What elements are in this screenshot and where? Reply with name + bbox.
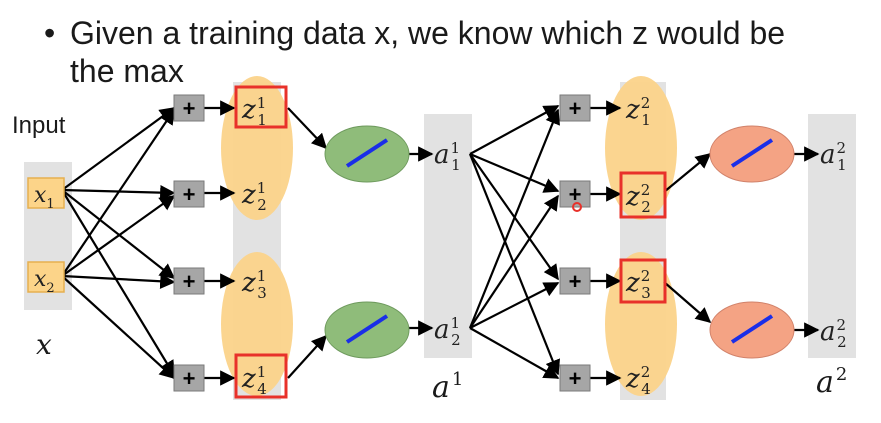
z-label: z2 4	[625, 363, 651, 398]
group-ellipse-l2-top	[605, 76, 677, 220]
layer1-output-labels: a1 1 a1 2	[434, 139, 461, 349]
linear-function-icon	[345, 138, 389, 168]
max-highlight-box	[234, 85, 288, 129]
sum-node: +	[559, 94, 591, 122]
a-label: a1 1	[434, 139, 461, 174]
a-label: a1 2	[434, 314, 461, 349]
layer2-plus-to-z-arrows	[590, 100, 622, 386]
max-highlight-box	[619, 171, 667, 219]
sum-node: +	[559, 180, 591, 212]
x-vector-label: x	[36, 328, 52, 361]
z-label: z2 2	[625, 181, 651, 216]
bullet-text-line2: the max	[70, 53, 184, 89]
layer1-activations	[324, 125, 410, 359]
sum-node: +	[559, 364, 591, 392]
linear-function-icon	[730, 138, 774, 168]
linear-activation-node	[324, 125, 410, 183]
plus-icon: +	[569, 269, 582, 294]
plus-icon: +	[569, 366, 582, 391]
linear-activation-node	[709, 301, 795, 359]
group-ellipses	[221, 76, 677, 396]
bullet-marker: •	[44, 15, 55, 51]
layer1-plus-to-z-arrows	[204, 100, 236, 386]
layer1-activation-to-output	[408, 146, 434, 336]
a-label: a2 1	[820, 139, 847, 174]
layer1-z-to-activation	[287, 107, 328, 379]
linear-activation-node	[324, 301, 410, 359]
sum-node: +	[559, 267, 591, 295]
z-label: z1 1	[241, 94, 267, 129]
plus-icon: +	[569, 182, 582, 207]
sum-node: +	[173, 267, 205, 295]
sum-node: +	[173, 364, 205, 392]
input-label: Input	[12, 112, 66, 139]
input-box-x1	[27, 177, 65, 209]
plus-icon: +	[183, 269, 196, 294]
a-label: a2 2	[820, 316, 847, 351]
plus-icon: +	[569, 96, 582, 121]
linear-function-icon	[730, 314, 774, 344]
plus-icon: +	[183, 182, 196, 207]
layer2-sum-nodes: + + + +	[559, 94, 591, 392]
max-highlight-box	[234, 353, 288, 399]
plus-icon: +	[183, 96, 196, 121]
layer1-z-labels: z1 1 z1 2 z1 3 z1 4	[234, 85, 288, 399]
layer2-z-to-activation	[663, 153, 712, 324]
max-highlight-box	[619, 258, 667, 304]
bullet-text-line1: Given a training data x, we know which z…	[70, 15, 785, 51]
layer2-activations	[709, 125, 795, 359]
z-label: z1 4	[241, 363, 267, 398]
cursor-marker-icon	[572, 202, 582, 212]
layer1-sum-nodes: + + + +	[173, 94, 205, 392]
z-label: z2 3	[625, 267, 651, 302]
layer1-input-connections	[61, 107, 176, 380]
input-x1-label: x1	[34, 183, 55, 212]
plus-icon: +	[183, 366, 196, 391]
z-label: z1 2	[241, 179, 267, 214]
input-box-x2	[27, 261, 65, 293]
linear-function-icon	[345, 314, 389, 344]
layer2-z-labels: z2 1 z2 2 z2 3 z2 4	[619, 94, 667, 398]
group-ellipse-l2-bottom	[605, 252, 677, 396]
z-label: z2 1	[625, 94, 651, 129]
layer2-input-connections	[468, 105, 561, 379]
input-nodes: x1 x2	[27, 177, 65, 296]
layer2-output-labels: a2 1 a2 2	[820, 139, 847, 351]
input-x2-label: x2	[34, 267, 55, 296]
sum-node: +	[173, 94, 205, 122]
linear-activation-node	[709, 125, 795, 183]
group-ellipse-l1-top	[221, 76, 293, 220]
sum-node: +	[173, 180, 205, 208]
z-label: z1 3	[241, 267, 267, 302]
group-ellipse-l1-bottom	[221, 252, 293, 396]
layer2-activation-to-output	[794, 146, 820, 338]
